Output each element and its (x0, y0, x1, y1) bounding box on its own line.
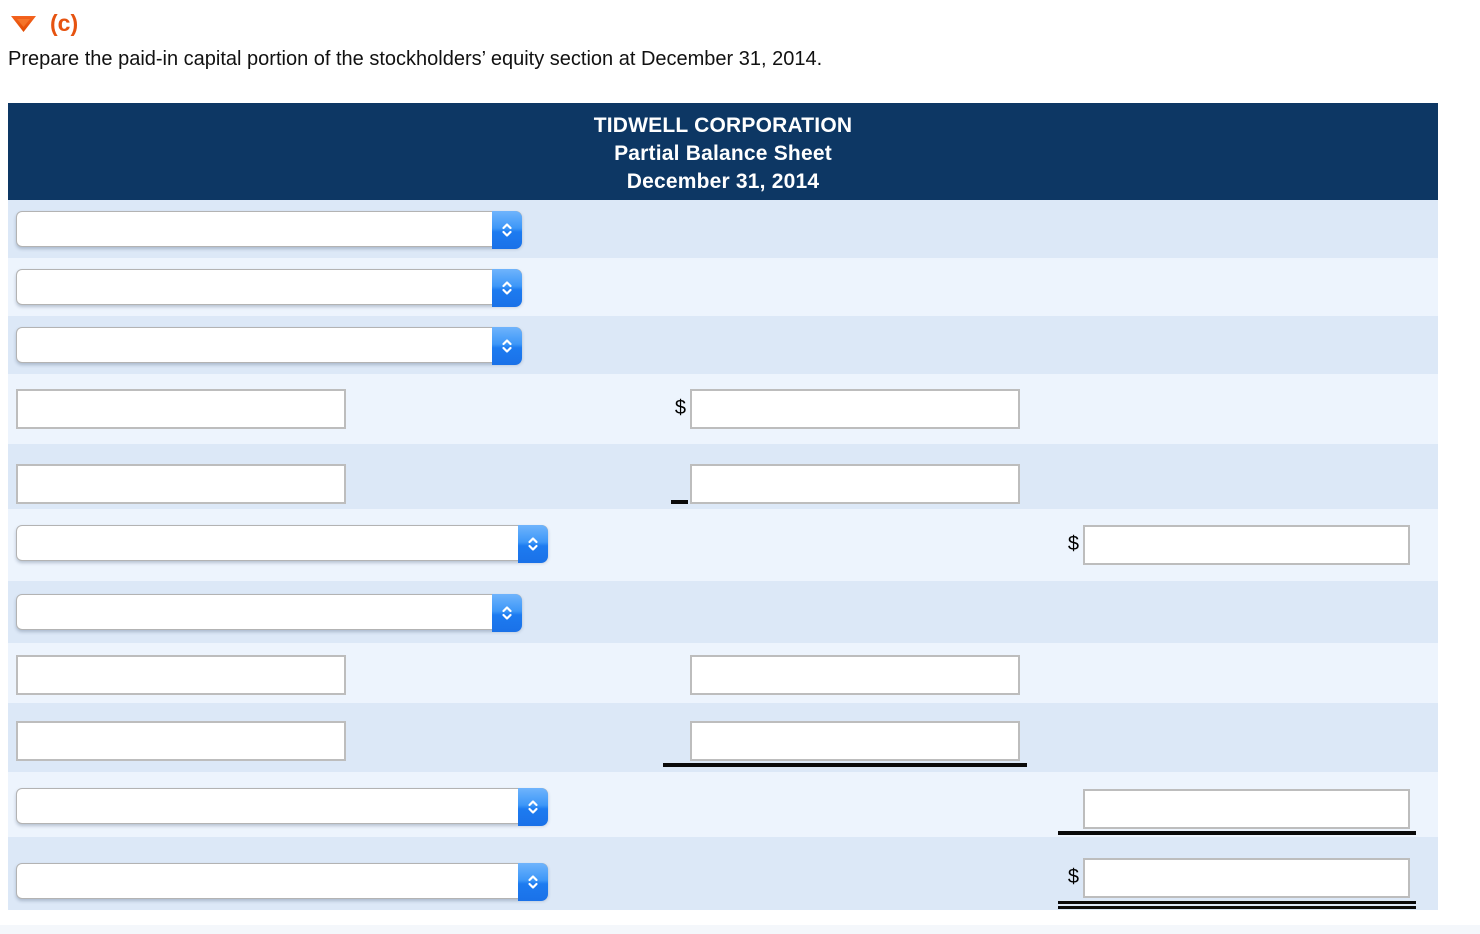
worksheet-row (8, 258, 1438, 316)
worksheet-row (8, 703, 1438, 772)
double-rule-bottom (1058, 906, 1416, 909)
statement-date: December 31, 2014 (626, 170, 820, 193)
worksheet-row (8, 200, 1438, 258)
amount-input-10[interactable] (1083, 789, 1410, 829)
label-input-8[interactable] (16, 655, 346, 695)
label-input-5[interactable] (16, 464, 346, 504)
instruction-text: Prepare the paid-in capital portion of t… (8, 48, 823, 70)
currency-symbol: $ (674, 397, 686, 419)
collapse-triangle-icon[interactable] (10, 15, 37, 33)
worksheet-row: $ (8, 374, 1438, 444)
account-select-7[interactable] (16, 594, 522, 632)
double-rule-top (1058, 901, 1416, 904)
account-select-10[interactable] (16, 788, 548, 826)
label-input-4[interactable] (16, 389, 346, 429)
company-name: TIDWELL CORPORATION (593, 114, 853, 137)
amount-input-9[interactable] (690, 721, 1020, 761)
chevron-up-down-icon (518, 525, 548, 563)
currency-symbol: $ (1067, 866, 1079, 888)
chevron-up-down-icon (492, 594, 522, 632)
account-select-11[interactable] (16, 863, 548, 901)
account-select-3[interactable] (16, 327, 522, 365)
worksheet-row: $ (8, 509, 1438, 581)
chevron-up-down-icon (518, 863, 548, 901)
account-select-2[interactable] (16, 269, 522, 307)
subtraction-rule (671, 500, 688, 504)
worksheet-row (8, 643, 1438, 703)
statement-header: TIDWELL CORPORATION Partial Balance Shee… (8, 103, 1438, 200)
label-input-9[interactable] (16, 721, 346, 761)
chevron-up-down-icon (518, 788, 548, 826)
statement-title: Partial Balance Sheet (614, 142, 832, 165)
amount-input-5[interactable] (690, 464, 1020, 504)
chevron-up-down-icon (492, 211, 522, 249)
chevron-up-down-icon (492, 269, 522, 307)
amount-input-6[interactable] (1083, 525, 1410, 565)
chevron-up-down-icon (492, 327, 522, 365)
single-rule (1058, 831, 1416, 835)
section-label: (c) (50, 10, 79, 36)
worksheet-row (8, 581, 1438, 643)
currency-symbol: $ (1067, 533, 1079, 555)
next-section-strip (0, 925, 1480, 934)
worksheet-row (8, 772, 1438, 837)
section-marker: (c) (10, 10, 78, 37)
worksheet-row (8, 444, 1438, 509)
amount-input-11[interactable] (1083, 858, 1410, 898)
amount-input-4[interactable] (690, 389, 1020, 429)
single-rule (663, 763, 1027, 767)
worksheet-row: $ (8, 837, 1438, 910)
balance-sheet-worksheet: TIDWELL CORPORATION Partial Balance Shee… (8, 103, 1438, 910)
worksheet-row (8, 316, 1438, 374)
account-select-6[interactable] (16, 525, 548, 563)
account-select-1[interactable] (16, 211, 522, 249)
amount-input-8[interactable] (690, 655, 1020, 695)
